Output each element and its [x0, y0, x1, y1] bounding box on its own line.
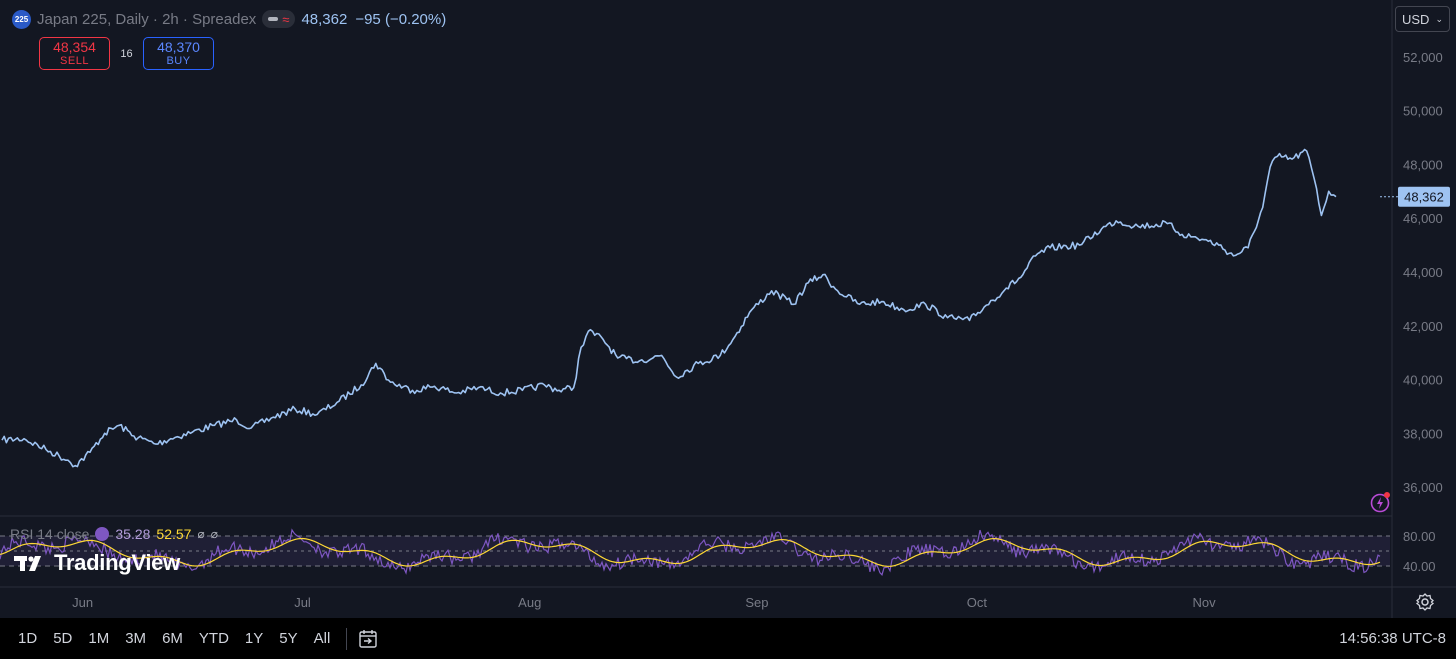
spread-value: 16	[120, 47, 133, 60]
y-tick-label: 36,000	[1403, 480, 1443, 495]
rsi-axis-label: 80.00	[1403, 529, 1436, 544]
range-button-5y[interactable]: 5Y	[279, 630, 298, 647]
rsi-legend: RSI 14 close 35.28 52.57 ⌀ ⌀	[10, 526, 218, 542]
bottom-toolbar: 1D 5D 1M 3M 6M YTD 1Y 5Y All 14:56:38 UTC-8	[0, 618, 1456, 659]
y-tick-label: 40,000	[1403, 373, 1443, 388]
rsi-na-1: ⌀	[197, 527, 205, 541]
symbol-badge: 225	[12, 9, 31, 29]
range-button-3m[interactable]: 3M	[125, 630, 147, 647]
gear-icon[interactable]	[1414, 591, 1436, 613]
range-button-all[interactable]: All	[313, 630, 331, 647]
last-price: 48,362	[301, 10, 348, 28]
range-button-5d[interactable]: 5D	[53, 630, 73, 647]
x-tick-label: Jun	[72, 595, 93, 610]
range-button-1y[interactable]: 1Y	[244, 630, 264, 647]
currency-select[interactable]: USD ⌄	[1395, 6, 1450, 32]
sell-label: SELL	[60, 54, 89, 67]
x-tick-label: Nov	[1193, 595, 1217, 610]
sell-button[interactable]: 48,354 SELL	[39, 37, 110, 70]
rsi-line[interactable]	[0, 528, 1381, 576]
chart-legend: 225 Japan 225, Daily · 2h · Spreadex ≈ 4…	[12, 8, 446, 30]
y-tick-label: 50,000	[1403, 104, 1443, 119]
rsi-ma-line[interactable]	[0, 537, 1381, 567]
x-tick-label: Jul	[294, 595, 311, 610]
y-tick-label: 48,000	[1403, 157, 1443, 172]
range-button-ytd[interactable]: YTD	[198, 630, 229, 647]
market-status-pill[interactable]: ≈	[262, 10, 296, 28]
last-price-tag	[1398, 186, 1450, 207]
y-tick-label: 38,000	[1403, 426, 1443, 441]
chart-area[interactable]: 36,000 38,000 40,000 42,000 44,000 46,000 48,0…	[0, 0, 1456, 618]
indicator-icon[interactable]	[95, 527, 110, 541]
currency-value: USD	[1402, 11, 1430, 27]
y-tick-label: 52,000	[1403, 50, 1443, 65]
x-tick-label: Aug	[518, 595, 541, 610]
tradingview-wordmark: TradingView	[54, 550, 180, 575]
lightning-alert-icon[interactable]	[1370, 491, 1392, 513]
buy-price: 48,370	[157, 38, 200, 55]
range-button-1d[interactable]: 1D	[18, 630, 38, 647]
status-dot-icon	[268, 17, 279, 21]
price-change: −95 (−0.20%)	[355, 10, 447, 28]
clock-timezone[interactable]: 14:56:38 UTC-8	[1339, 630, 1446, 647]
rsi-value: 35.28	[115, 526, 151, 542]
tradingview-logo[interactable]: TradingView	[14, 550, 180, 576]
range-button-1m[interactable]: 1M	[88, 630, 110, 647]
sell-price: 48,354	[53, 38, 96, 55]
last-price-tag-label: 48,362	[1404, 190, 1444, 205]
chevron-down-icon: ⌄	[1435, 13, 1443, 24]
date-range-calendar-icon[interactable]	[357, 628, 379, 650]
range-buttons: 1D 5D 1M 3M 6M YTD 1Y 5Y All	[10, 618, 338, 659]
rsi-ma-value: 52.57	[156, 526, 192, 542]
trade-panel: 48,354 SELL 16 48,370 BUY	[39, 37, 214, 70]
y-tick-label: 44,000	[1403, 265, 1443, 280]
wave-icon: ≈	[282, 11, 290, 27]
price-series-line[interactable]	[1, 148, 1337, 468]
rsi-label[interactable]: RSI 14 close	[10, 526, 90, 542]
tradingview-logo-icon	[14, 556, 41, 571]
x-tick-label: Sep	[745, 595, 768, 610]
buy-button[interactable]: 48,370 BUY	[143, 37, 214, 70]
buy-label: BUY	[166, 54, 191, 67]
toolbar-divider	[346, 627, 348, 650]
range-button-6m[interactable]: 6M	[162, 630, 183, 647]
rsi-axis-label: 40.00	[1403, 559, 1436, 574]
y-tick-label: 42,000	[1403, 319, 1443, 334]
rsi-na-2: ⌀	[210, 527, 218, 541]
chart-svg[interactable]: 36,000 38,000 40,000 42,000 44,000 46,000 48,0…	[0, 0, 1456, 618]
y-tick-label: 46,000	[1403, 211, 1443, 226]
x-tick-label: Oct	[967, 595, 988, 610]
symbol-title[interactable]: Japan 225, Daily · 2h · Spreadex	[37, 10, 257, 28]
